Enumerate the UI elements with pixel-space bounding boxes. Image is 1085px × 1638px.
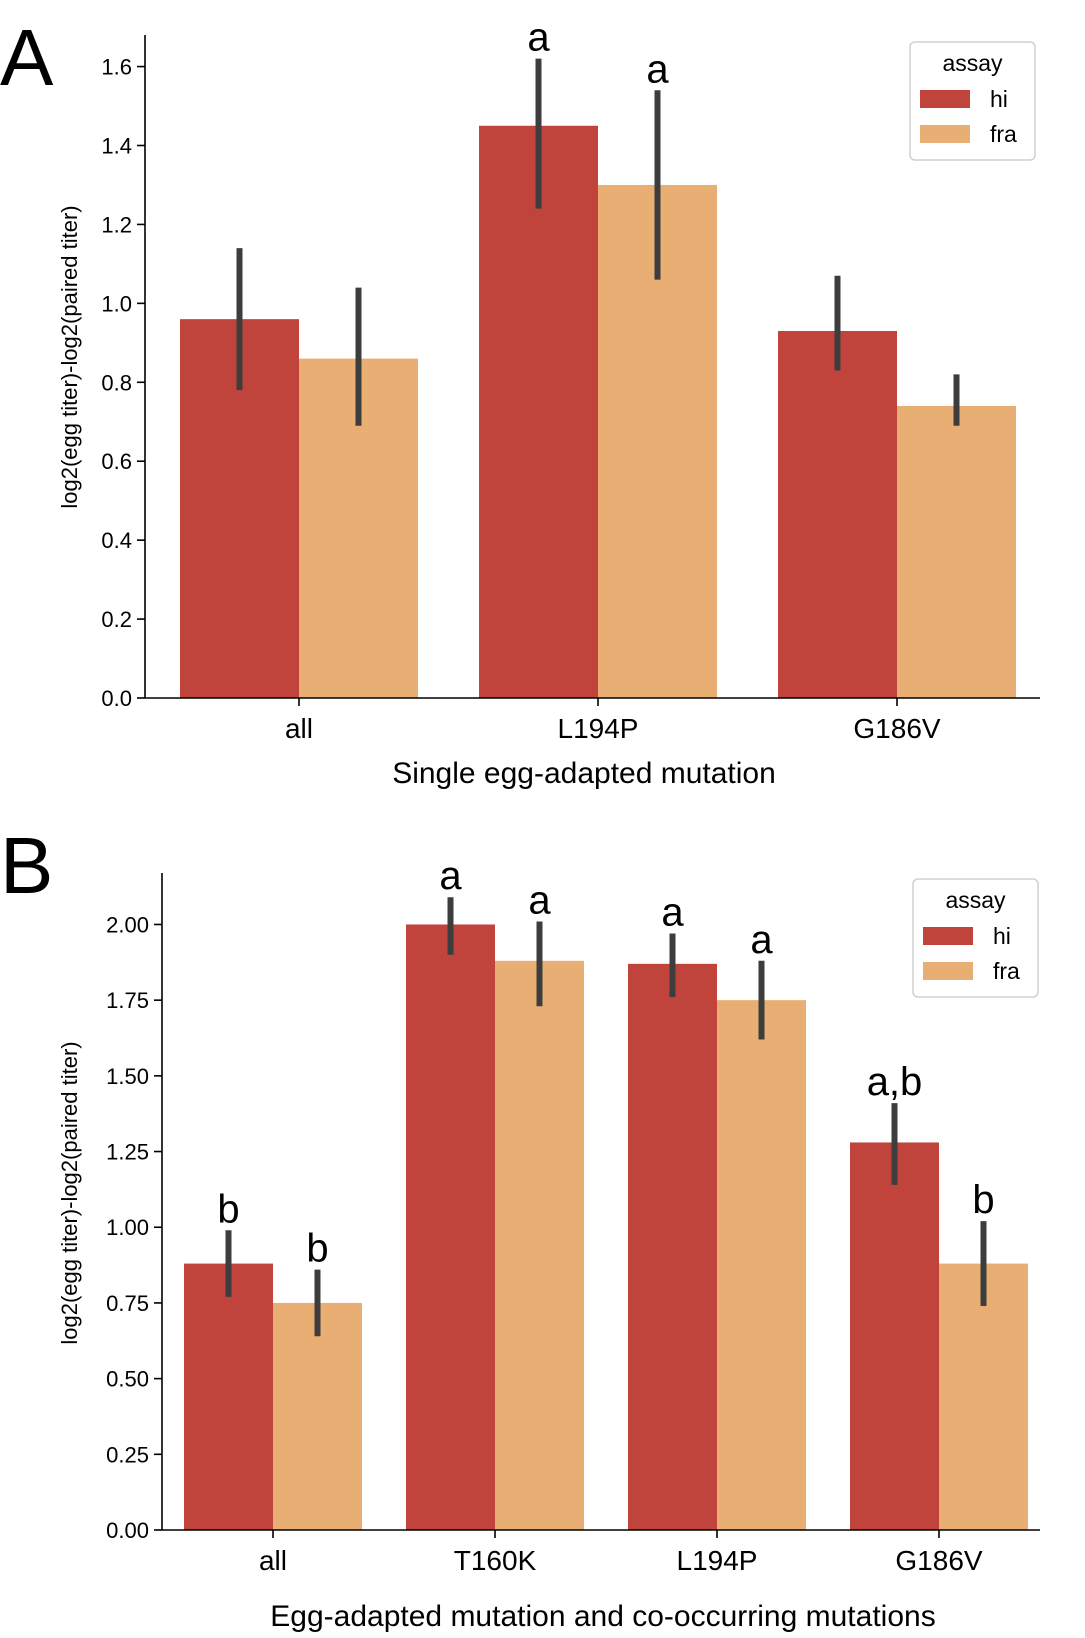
panel-b-legend-label-fra: fra: [993, 958, 1020, 984]
panel-b-xtick-label-L194P: L194P: [677, 1545, 758, 1576]
panel-a: A log2(egg titer)-log2(paired titer) Sin…: [0, 13, 1040, 790]
panel-a-ytick-label: 1.2: [101, 212, 132, 237]
panel-b-legend-title: assay: [945, 887, 1006, 913]
panel-b-xtick-label-G186V: G186V: [895, 1545, 982, 1576]
panel-b-letter: B: [0, 821, 53, 910]
panel-a-xtick-label-all: all: [285, 713, 313, 744]
panel-b-ytick-label: 0.00: [106, 1518, 149, 1543]
panel-b-xlabel: Egg-adapted mutation and co-occurring mu…: [270, 1600, 935, 1633]
panel-b-legend-swatch-hi: [923, 927, 973, 945]
panel-a-bar-hi-G186V: [778, 330, 897, 698]
panel-b-ytick-label: 0.50: [106, 1367, 149, 1392]
panel-b-bar-fra-G186V: [939, 1263, 1028, 1530]
panel-b-bar-hi-L194P: [628, 963, 717, 1530]
panel-b: B log2(egg titer)-log2(paired titer) Egg…: [0, 821, 1040, 1633]
panel-a-plot: a a 0.0 0.2 0.4 0.6 0.8 1.0 1.2 1.4 1.6 all L194P G18…: [101, 16, 1040, 744]
panel-b-sig-hi-L194P: a: [661, 891, 684, 935]
panel-a-sig-hi-L194P: a: [527, 16, 550, 60]
panel-b-xtick-label-T160K: T160K: [454, 1545, 537, 1576]
panel-b-bar-hi-all: [184, 1263, 273, 1530]
panel-a-xtick-label-G186V: G186V: [853, 713, 940, 744]
panel-b-sig-fra-G186V: b: [972, 1178, 994, 1222]
panel-b-bar-fra-all: [273, 1302, 362, 1530]
panel-a-legend-title: assay: [942, 50, 1003, 76]
panel-a-ytick-label: 0.2: [101, 607, 132, 632]
panel-b-sig-fra-all: b: [306, 1227, 328, 1271]
panel-a-bar-fra-G186V: [897, 405, 1016, 698]
panel-b-sig-fra-L194P: a: [750, 918, 773, 962]
panel-a-ytick-label: 1.0: [101, 291, 132, 316]
panel-b-sig-fra-T160K: a: [528, 878, 551, 922]
panel-b-bar-fra-L194P: [717, 1000, 806, 1530]
panel-b-ytick-label: 1.25: [106, 1140, 149, 1165]
panel-a-bar-hi-L194P: [479, 125, 598, 698]
panel-b-legend-label-hi: hi: [993, 923, 1011, 949]
panel-b-sig-hi-all: b: [217, 1187, 239, 1231]
panel-a-ytick-label: 0.0: [101, 686, 132, 711]
panel-b-sig-hi-G186V: a,b: [867, 1060, 923, 1104]
panel-b-legend-swatch-fra: [923, 962, 973, 980]
panel-a-xtick-label-L194P: L194P: [558, 713, 639, 744]
panel-a-legend-swatch-hi: [920, 90, 970, 108]
panel-b-xtick-label-all: all: [259, 1545, 287, 1576]
panel-a-letter: A: [0, 13, 54, 102]
panel-a-legend-swatch-fra: [920, 125, 970, 143]
panel-a-ytick-label: 1.4: [101, 134, 132, 159]
panel-b-ytick-label: 1.50: [106, 1064, 149, 1089]
panel-a-legend-label-fra: fra: [990, 121, 1017, 147]
panel-a-ylabel: log2(egg titer)-log2(paired titer): [57, 205, 82, 508]
panel-a-ytick-label: 0.8: [101, 370, 132, 395]
panel-a-legend-label-hi: hi: [990, 86, 1008, 112]
panel-b-ytick-label: 0.75: [106, 1291, 149, 1316]
panel-b-ytick-label: 1.00: [106, 1215, 149, 1240]
panel-b-ytick-label: 2.00: [106, 912, 149, 937]
panel-a-ytick-label: 1.6: [101, 55, 132, 80]
panel-b-ytick-label: 0.25: [106, 1442, 149, 1467]
panel-b-plot: b a a a,b b a a b 0.00 0.25 0.50 0.75 1.00 1.25 1.50 1.…: [106, 854, 1040, 1576]
panel-b-ytick-label: 1.75: [106, 988, 149, 1013]
panel-b-bar-fra-T160K: [495, 960, 584, 1530]
panel-a-sig-fra-L194P: a: [646, 47, 669, 91]
panel-a-ytick-label: 0.4: [101, 528, 132, 553]
panel-b-bar-hi-T160K: [406, 924, 495, 1530]
panel-a-xlabel: Single egg-adapted mutation: [392, 757, 776, 790]
panel-a-ytick-label: 0.6: [101, 449, 132, 474]
panel-b-sig-hi-T160K: a: [439, 854, 462, 898]
panel-b-ylabel: log2(egg titer)-log2(paired titer): [57, 1041, 82, 1344]
panel-b-bar-hi-G186V: [850, 1142, 939, 1530]
